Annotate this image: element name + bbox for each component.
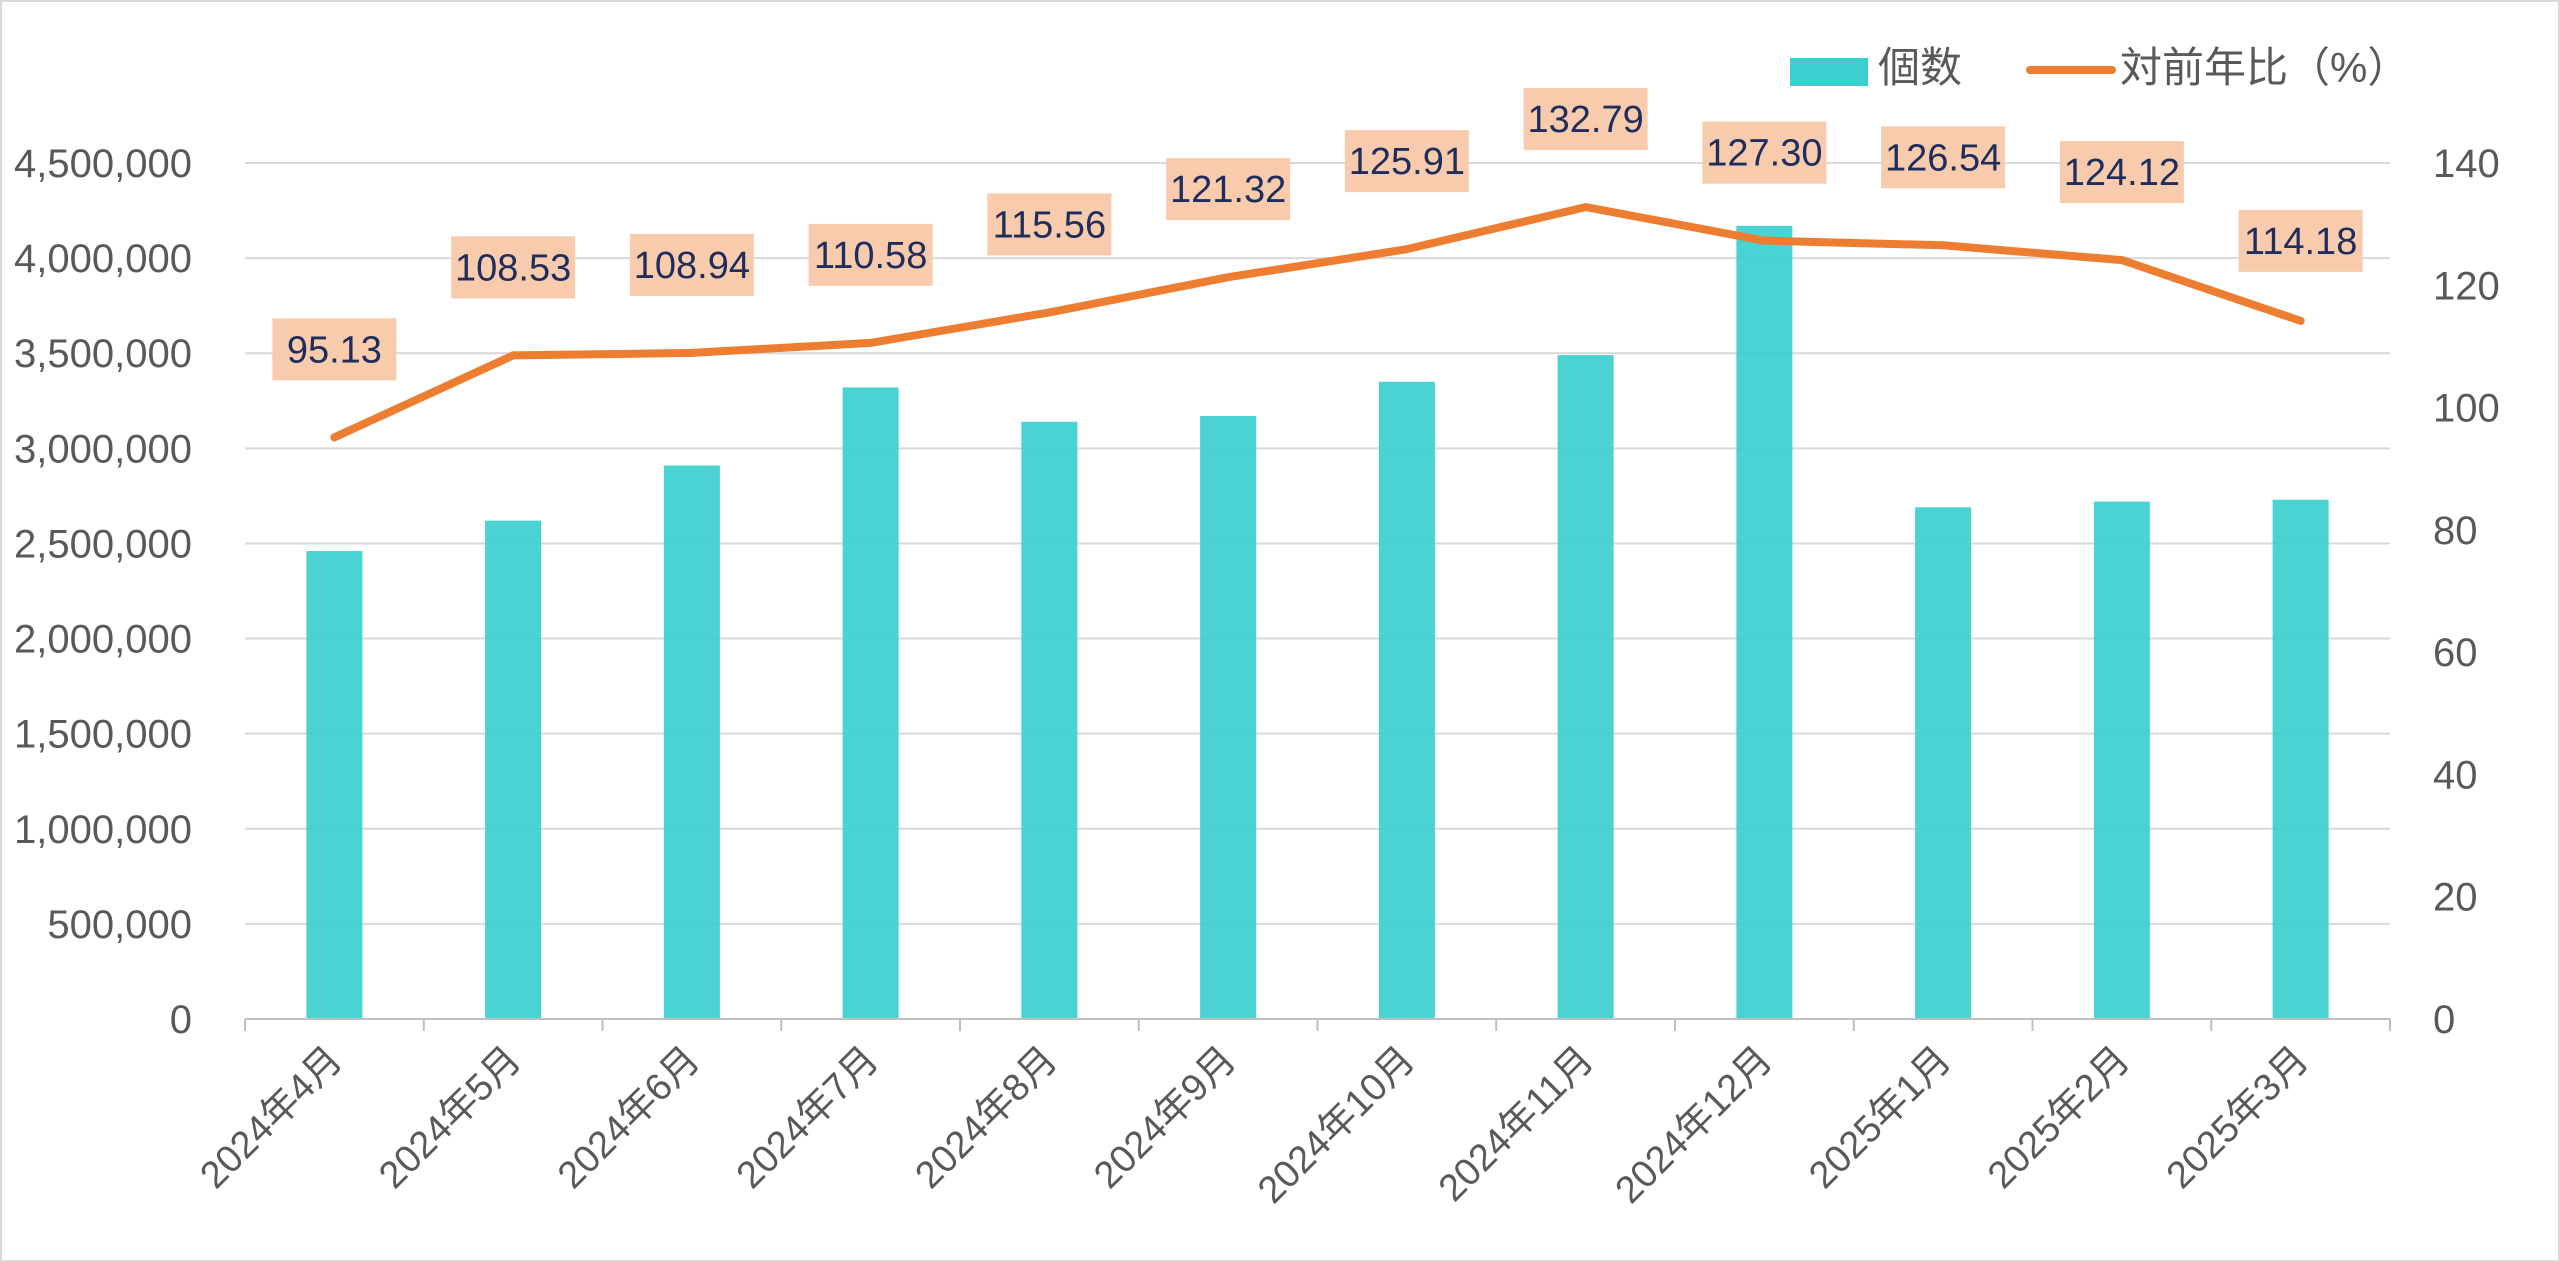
x-category-label: 2024年8月	[908, 1039, 1066, 1197]
y-right-tick-label: 80	[2433, 509, 2478, 553]
line-point	[1045, 308, 1054, 317]
line-point	[1224, 273, 1233, 282]
data-label: 108.94	[634, 245, 750, 287]
y-left-tick-label: 2,000,000	[14, 618, 192, 662]
legend-label-bars: 個数	[1878, 44, 1962, 91]
bar	[1557, 355, 1614, 1019]
bar	[1200, 415, 1257, 1019]
data-label: 121.32	[1170, 169, 1286, 211]
x-category-label: 2024年10月	[1250, 1039, 1423, 1212]
data-label: 124.12	[2064, 152, 2180, 194]
bar	[1736, 225, 1793, 1020]
x-category-label: 2024年12月	[1608, 1039, 1781, 1212]
data-label: 115.56	[993, 204, 1106, 246]
line-point	[1939, 241, 1948, 250]
x-category-label: 2024年6月	[550, 1039, 708, 1197]
x-category-label: 2025年1月	[1801, 1039, 1959, 1197]
data-label: 108.53	[455, 247, 571, 289]
line-point	[330, 433, 339, 442]
y-right-tick-label: 60	[2433, 631, 2478, 675]
x-category-label: 2024年11月	[1431, 1039, 1602, 1210]
data-label: 114.18	[2244, 221, 2357, 263]
y-left-tick-label: 4,000,000	[14, 237, 192, 281]
bar	[485, 520, 542, 1019]
bar	[1021, 421, 1078, 1019]
y-right-tick-label: 0	[2433, 998, 2455, 1042]
bar	[663, 465, 720, 1019]
x-category-label: 2024年4月	[193, 1039, 351, 1197]
bar	[2272, 499, 2329, 1019]
line-point	[509, 351, 518, 360]
x-category-label: 2024年5月	[371, 1039, 529, 1197]
data-label-box	[272, 318, 397, 381]
data-label: 132.79	[1528, 99, 1644, 141]
data-label-box	[451, 236, 576, 299]
y-right-tick-label: 140	[2433, 142, 2500, 186]
x-category-label: 2025年2月	[1980, 1039, 2138, 1197]
y-left-tick-label: 1,000,000	[14, 808, 192, 852]
data-label: 126.54	[1885, 137, 2001, 179]
data-label-box	[2059, 141, 2184, 204]
y-right-tick-label: 120	[2433, 264, 2500, 308]
y-right-tick-label: 40	[2433, 753, 2478, 797]
line-point	[1760, 236, 1769, 245]
data-label-box	[2238, 209, 2363, 272]
line-series	[330, 203, 2305, 442]
y-left-tick-label: 500,000	[47, 903, 192, 947]
y-left-tick-label: 3,500,000	[14, 332, 192, 376]
y-left-tick-label: 1,500,000	[14, 713, 192, 757]
legend-label-line: 対前年比（%）	[2120, 44, 2409, 91]
legend-swatch-bars	[1790, 58, 1868, 86]
y-right-tick-label: 20	[2433, 876, 2478, 920]
bar	[2093, 501, 2150, 1019]
data-label: 125.91	[1349, 141, 1465, 183]
data-label-box	[808, 223, 933, 286]
x-category-label: 2025年3月	[2159, 1039, 2317, 1197]
bar	[1378, 381, 1435, 1019]
data-label: 127.30	[1706, 133, 1822, 175]
bar	[306, 551, 363, 1019]
bar	[1915, 507, 1972, 1019]
y-left-tick-label: 2,500,000	[14, 522, 192, 566]
data-label-box	[1523, 88, 1648, 151]
line-point	[1581, 203, 1590, 212]
line-point	[2296, 316, 2305, 325]
data-label-box	[1881, 126, 2006, 189]
data-label-box	[1702, 121, 1827, 184]
data-label-box	[629, 233, 754, 296]
data-label-box	[1344, 130, 1469, 193]
data-label-box	[987, 193, 1112, 256]
line-point	[1402, 245, 1411, 254]
data-label-box	[1166, 158, 1291, 221]
data-label: 110.58	[814, 235, 927, 277]
line-point	[2117, 256, 2126, 265]
x-category-label: 2024年7月	[729, 1039, 887, 1197]
y-right-tick-label: 100	[2433, 387, 2500, 431]
y-left-tick-label: 4,500,000	[14, 142, 192, 186]
data-label: 95.13	[287, 329, 382, 371]
y-left-tick-label: 0	[170, 998, 192, 1042]
line-point	[687, 348, 696, 357]
line-point	[866, 338, 875, 347]
x-category-label: 2024年9月	[1086, 1039, 1244, 1197]
bar	[842, 387, 899, 1019]
y-left-tick-label: 3,000,000	[14, 427, 192, 471]
